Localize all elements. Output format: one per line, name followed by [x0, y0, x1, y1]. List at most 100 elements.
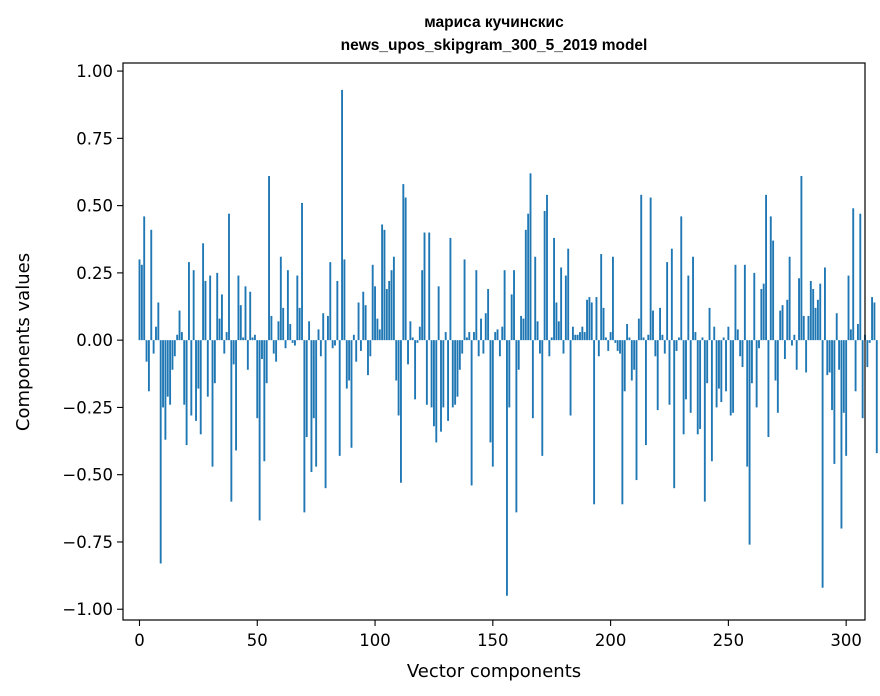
bar-8 — [157, 302, 160, 341]
bar-71 — [305, 340, 308, 438]
y-axis-ticks: 1.00 0.75 0.50 0.25 0.00 −0.25 −0.50 −0.75 −1.00 — [62, 62, 123, 619]
bar-47 — [249, 291, 252, 341]
y-tick-label: 1.00 — [76, 62, 113, 81]
bar-119 — [418, 326, 421, 341]
bar-303 — [852, 208, 855, 341]
bar-259 — [748, 340, 751, 545]
bar-17 — [178, 310, 181, 341]
bar-256 — [741, 340, 744, 368]
bar-45 — [244, 286, 247, 341]
bar-176 — [553, 237, 555, 341]
bar-148 — [487, 289, 490, 341]
bar-103 — [381, 224, 384, 341]
bar-283 — [805, 340, 808, 373]
bar-10 — [162, 340, 164, 408]
bar-83 — [334, 340, 336, 346]
bar-192 — [590, 302, 593, 341]
bar-127 — [437, 286, 440, 341]
bar-285 — [809, 280, 812, 341]
bar-258 — [746, 340, 749, 467]
bar-252 — [732, 340, 735, 413]
bar-268 — [769, 216, 772, 341]
bar-313 — [875, 340, 878, 454]
bar-32 — [213, 340, 216, 384]
bar-7 — [155, 326, 157, 341]
y-tick-label: 0.75 — [76, 129, 113, 148]
bar-275 — [786, 299, 789, 341]
bar-181 — [564, 275, 567, 341]
bar-250 — [727, 326, 730, 341]
x-axis-ticks: 0 50 100 150 200 250 300 — [134, 620, 862, 650]
bar-117 — [414, 340, 417, 400]
bar-27 — [202, 243, 205, 341]
bar-29 — [206, 340, 209, 397]
bar-19 — [183, 340, 186, 405]
bar-131 — [447, 340, 449, 421]
bar-246 — [718, 340, 720, 389]
bar-88 — [345, 340, 348, 389]
bar-101 — [376, 318, 379, 341]
bar-158 — [510, 294, 513, 341]
y-tick-label: −0.75 — [62, 533, 113, 552]
bar-178 — [557, 321, 560, 341]
bar-98 — [369, 340, 372, 357]
bar-24 — [195, 340, 197, 421]
bar-244 — [713, 326, 716, 341]
bar-44 — [242, 337, 245, 341]
bar-126 — [435, 340, 438, 443]
bar-104 — [383, 229, 386, 341]
bar-272 — [779, 310, 782, 341]
bar-218 — [652, 310, 654, 341]
bar-25 — [197, 340, 200, 389]
bar-293 — [828, 340, 831, 373]
bar-299 — [842, 340, 845, 413]
bar-81 — [329, 262, 332, 341]
bar-163 — [522, 318, 525, 341]
bar-255 — [739, 340, 742, 357]
bar-302 — [849, 329, 852, 341]
bar-237 — [696, 340, 699, 435]
bar-3 — [145, 340, 148, 362]
bar-199 — [607, 340, 610, 351]
bar-118 — [416, 340, 419, 343]
bar-108 — [392, 256, 395, 341]
bar-171 — [541, 340, 544, 456]
bar-55 — [268, 176, 270, 341]
bar-225 — [668, 340, 671, 405]
bar-195 — [597, 340, 600, 357]
bar-1 — [140, 264, 143, 341]
bar-11 — [164, 340, 167, 440]
bar-60 — [279, 256, 282, 341]
bar-93 — [357, 302, 360, 341]
bar-226 — [670, 248, 673, 341]
bar-79 — [324, 340, 327, 489]
bar-207 — [626, 324, 629, 341]
bar-294 — [831, 340, 833, 411]
bar-54 — [265, 340, 268, 384]
bar-12 — [166, 340, 169, 397]
bar-167 — [531, 340, 534, 419]
bar-153 — [498, 340, 501, 357]
bar-193 — [593, 340, 596, 505]
bar-122 — [425, 340, 428, 405]
bar-230 — [680, 216, 683, 341]
chart-subtitle: news_upos_skipgram_300_5_2019 model — [341, 37, 648, 54]
bar-149 — [489, 340, 492, 443]
bar-239 — [701, 337, 704, 341]
bar-78 — [322, 313, 325, 341]
bar-59 — [277, 321, 280, 341]
bar-138 — [463, 259, 466, 341]
bar-281 — [800, 176, 803, 341]
bar-21 — [188, 262, 190, 341]
bar-40 — [232, 340, 235, 365]
bar-265 — [762, 283, 765, 341]
bar-289 — [819, 283, 822, 341]
bar-213 — [640, 194, 643, 341]
bar-23 — [192, 270, 195, 341]
bar-179 — [560, 267, 563, 341]
bar-140 — [468, 332, 471, 341]
bar-68 — [298, 307, 301, 341]
bar-257 — [743, 264, 746, 341]
bar-219 — [654, 340, 657, 357]
bar-66 — [294, 340, 296, 346]
